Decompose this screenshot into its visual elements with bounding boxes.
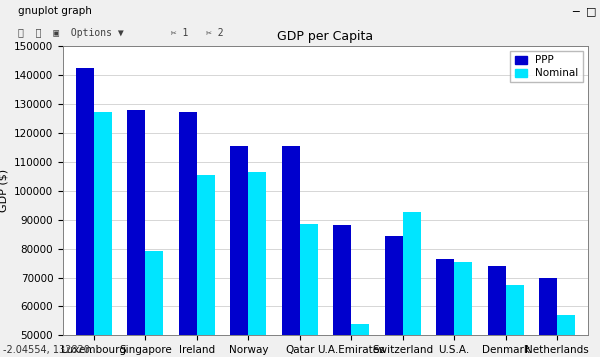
Text: ⎙  ⎗  ▣  Options ▼        ✂ 1   ✂ 2: ⎙ ⎗ ▣ Options ▼ ✂ 1 ✂ 2 — [18, 28, 224, 38]
Bar — [333, 225, 351, 357]
Bar — [282, 146, 300, 357]
Bar — [179, 112, 197, 357]
Bar — [145, 251, 163, 357]
Bar — [197, 175, 215, 357]
Bar — [454, 262, 472, 357]
Bar — [436, 259, 454, 357]
Bar — [557, 315, 575, 357]
Bar — [94, 112, 112, 357]
Bar — [385, 236, 403, 357]
Bar — [300, 224, 318, 357]
Bar — [76, 67, 94, 357]
Bar — [230, 146, 248, 357]
Bar — [127, 110, 145, 357]
Text: -2.04554, 132820.: -2.04554, 132820. — [3, 345, 93, 355]
Title: GDP per Capita: GDP per Capita — [277, 30, 374, 43]
Text: gnuplot graph: gnuplot graph — [18, 6, 92, 16]
Text: ─: ─ — [572, 6, 580, 16]
Bar — [506, 285, 524, 357]
Legend: PPP, Nominal: PPP, Nominal — [511, 51, 583, 82]
Bar — [351, 324, 369, 357]
Text: □: □ — [586, 6, 596, 16]
Bar — [248, 172, 266, 357]
Bar — [488, 266, 506, 357]
Bar — [403, 212, 421, 357]
Y-axis label: GDP ($): GDP ($) — [0, 169, 8, 212]
Bar — [539, 277, 557, 357]
